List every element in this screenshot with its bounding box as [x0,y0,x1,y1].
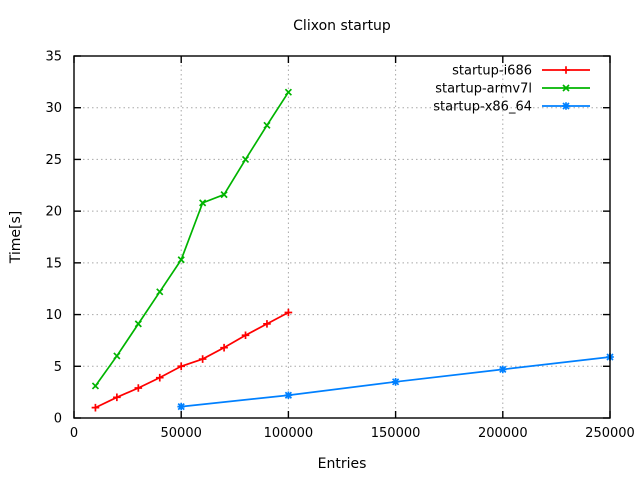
y-tick-label: 5 [54,360,62,375]
x-axis-label: Entries [317,456,367,472]
y-tick-label: 10 [45,308,62,323]
x-tick-label: 150000 [371,426,421,441]
x-tick-label: 250000 [585,426,635,441]
x-tick-label: 100000 [264,426,314,441]
series-startup-i686 [91,308,293,412]
legend-label: startup-armv7l [435,82,532,97]
series-startup-armv7l [91,88,293,390]
legend: startup-i686 startup-armv7l startup-x86_64 [433,64,590,115]
tick-labels: 0 50000 100000 150000 200000 250000 0 5 10 15 20 25… [45,50,634,442]
legend-label: startup-i686 [452,64,532,79]
chart-title: Clixon startup [293,18,391,34]
legend-sample [542,66,590,74]
y-tick-label: 30 [45,101,62,116]
y-axis-label: Time[s] [8,210,24,264]
axes-border [73,55,611,419]
y-tick-label: 15 [45,256,62,271]
x-tick-label: 50000 [161,426,202,441]
series-startup-x86_64 [177,353,614,411]
x-tick-label: 200000 [478,426,528,441]
y-tick-label: 0 [54,412,62,427]
x-tick-label: 0 [70,426,78,441]
legend-sample [542,102,590,110]
y-tick-label: 25 [45,153,62,168]
legend-label: startup-x86_64 [433,100,532,115]
legend-sample [542,84,590,92]
y-tick-label: 20 [45,205,62,220]
y-tick-label: 35 [45,50,62,65]
